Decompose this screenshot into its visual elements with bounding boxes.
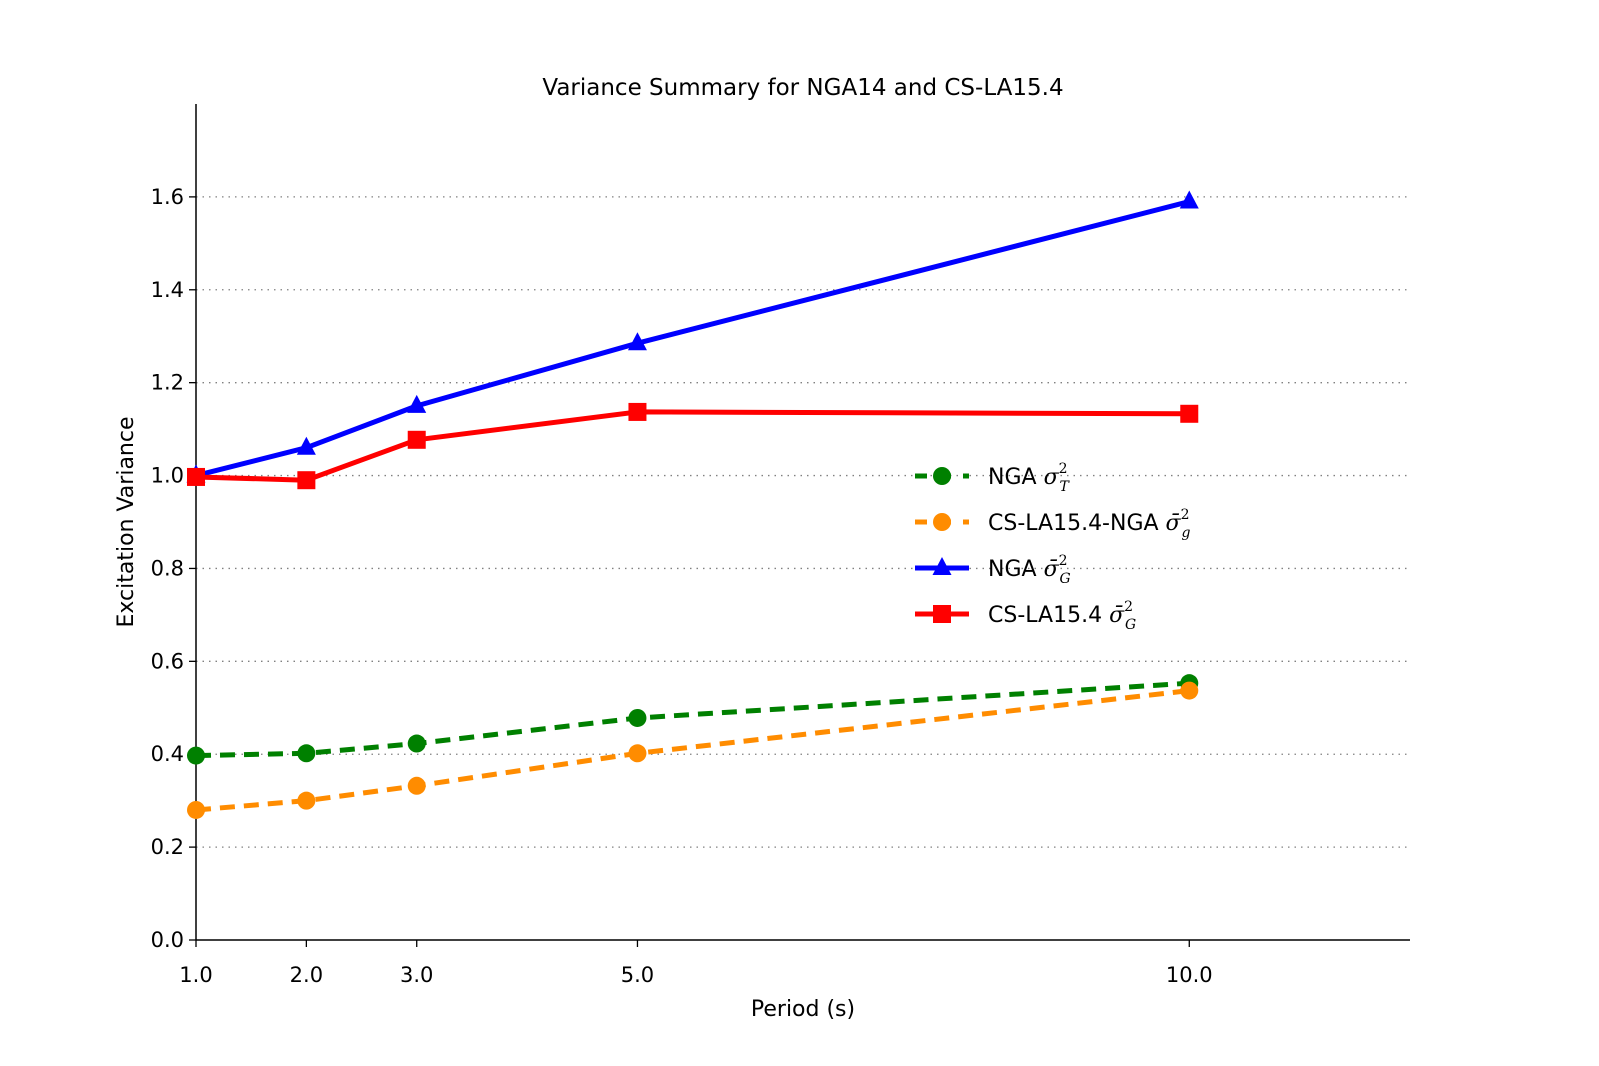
data-point — [407, 776, 426, 795]
legend-label-text: CS-LA15.4 — [988, 603, 1109, 628]
x-tick-label: 10.0 — [1166, 963, 1213, 987]
y-tick-label: 1.6 — [151, 185, 184, 209]
legend-label-text: NGA — [988, 557, 1044, 582]
data-point — [407, 394, 427, 413]
y-axis-label: Excitation Variance — [114, 416, 139, 627]
data-point — [407, 734, 426, 753]
legend-label-sup: 2 — [1124, 599, 1133, 615]
legend-label-sub: G — [1060, 571, 1071, 587]
legend-marker — [933, 467, 951, 485]
y-tick-label: 0.0 — [151, 928, 184, 952]
series-1 — [187, 681, 1199, 819]
legend-label-sub: T — [1060, 479, 1071, 495]
data-point — [187, 467, 205, 486]
data-point — [627, 332, 647, 351]
data-point — [297, 791, 316, 810]
legend-label: NGA σ2 T — [988, 461, 1071, 495]
series-2 — [186, 190, 1199, 483]
legend-label-symbol: σ̄ — [1109, 603, 1125, 628]
legend-label-text: NGA — [988, 465, 1044, 490]
x-tick-label: 5.0 — [621, 963, 654, 987]
series-line — [195, 680, 1190, 759]
legend-marker — [933, 605, 951, 623]
x-tick-label: 1.0 — [179, 963, 212, 987]
data-point — [628, 744, 647, 763]
data-point — [1179, 190, 1199, 209]
legend-label: CS-LA15.4 σ̄2 G — [988, 599, 1136, 633]
data-point — [628, 402, 647, 421]
y-tick-label: 0.4 — [151, 742, 184, 766]
legend-entry: CS-LA15.4-NGA σ̄2 g — [915, 507, 1191, 541]
legend-label-sup: 2 — [1059, 553, 1068, 569]
data-point — [187, 746, 205, 765]
chart-title: Variance Summary for NGA14 and CS-LA15.4 — [542, 75, 1063, 101]
x-ticks: 1.0 2.0 3.0 5.0 10.0 — [179, 940, 1213, 987]
data-point — [1180, 404, 1199, 423]
x-axis-label: Period (s) — [751, 997, 855, 1022]
data-point — [296, 436, 316, 455]
data-point — [1180, 681, 1199, 700]
y-tick-label: 1.4 — [151, 278, 184, 302]
y-tick-label: 1.0 — [151, 464, 184, 488]
series-3 — [187, 402, 1199, 490]
y-tick-label: 0.2 — [151, 835, 184, 859]
legend-label-text: CS-LA15.4-NGA — [988, 511, 1166, 536]
legend-label-sup: 2 — [1059, 461, 1068, 477]
data-point — [187, 800, 205, 819]
x-tick-label: 2.0 — [290, 963, 323, 987]
legend-marker — [932, 557, 952, 575]
legend-label-symbol: σ — [1044, 465, 1060, 490]
data-point — [407, 430, 426, 449]
legend-label-symbol: σ̄ — [1044, 557, 1060, 582]
legend-label-symbol: σ̄ — [1166, 511, 1182, 536]
legend-label-sub: g — [1182, 525, 1191, 541]
legend-marker — [933, 513, 951, 531]
series-line — [195, 199, 1190, 478]
series-0 — [187, 674, 1199, 765]
legend-label-sub: G — [1125, 617, 1136, 633]
y-tick-label: 1.2 — [151, 371, 184, 395]
grid — [196, 196, 1410, 848]
y-ticks: 0.0 0.2 0.4 0.6 0.8 1.0 1.2 1.4 1.6 — [151, 185, 196, 952]
y-tick-label: 0.6 — [151, 649, 184, 673]
data-point — [628, 708, 647, 727]
data-point — [297, 471, 316, 490]
series-group — [186, 190, 1199, 819]
legend-label: NGA σ̄2 G — [988, 553, 1071, 587]
x-tick-label: 3.0 — [400, 963, 433, 987]
legend-label: CS-LA15.4-NGA σ̄2 g — [988, 507, 1191, 541]
axes — [195, 104, 1410, 941]
y-tick-label: 0.8 — [151, 556, 184, 580]
legend-entry: NGA σ̄2 G — [915, 553, 1071, 587]
legend-label-sup: 2 — [1181, 507, 1190, 523]
data-point — [297, 744, 316, 763]
legend-entry: CS-LA15.4 σ̄2 G — [915, 599, 1136, 633]
legend-entry: NGA σ2 T — [915, 461, 1071, 495]
